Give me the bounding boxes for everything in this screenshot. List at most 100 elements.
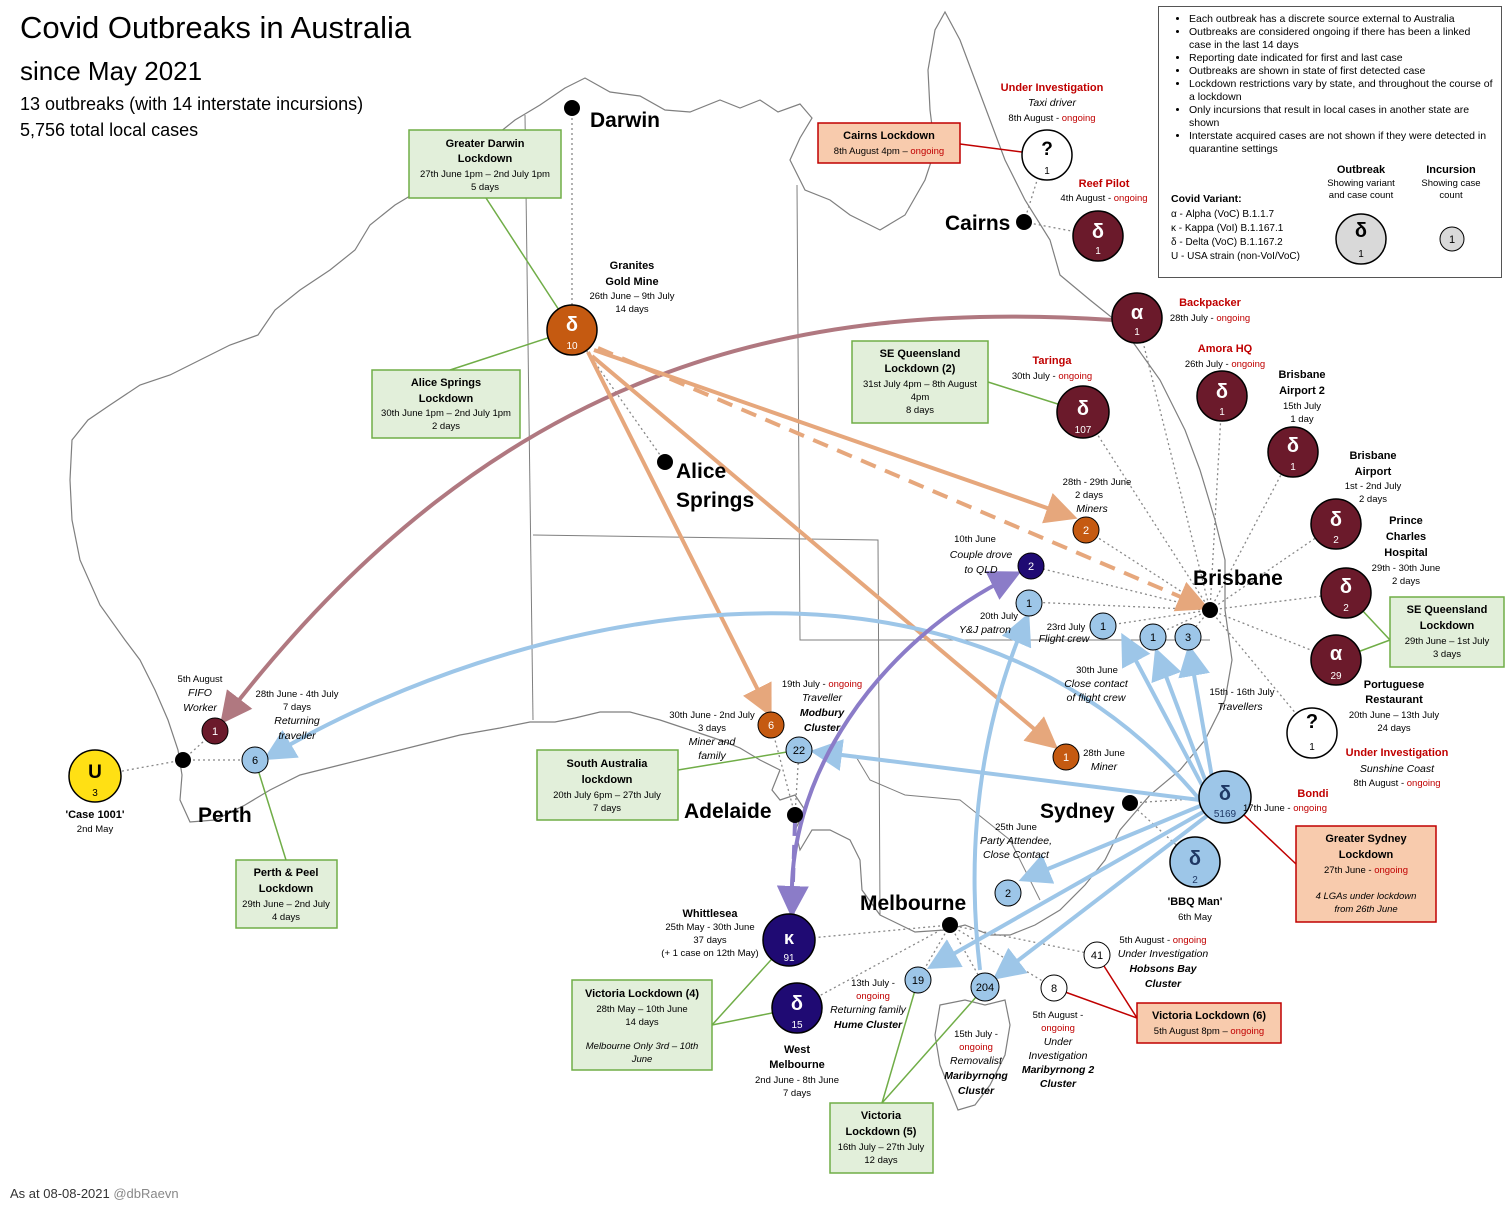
- svg-text:?: ?: [1041, 139, 1053, 160]
- svg-text:15th July -: 15th July -: [954, 1029, 998, 1040]
- svg-text:1: 1: [1290, 462, 1296, 473]
- arrow-nt-brisbane: [597, 346, 1210, 612]
- svg-text:20th July 6pm – 27th July: 20th July 6pm – 27th July: [553, 790, 661, 801]
- outbreak-whittlesea: κ 91: [762, 913, 816, 967]
- variant-alpha: α - Alpha (VoC) B.1.1.7: [1171, 209, 1275, 220]
- lockdown-cairns: Cairns Lockdown 8th August 4pm – ongoing: [817, 122, 961, 164]
- svg-text:Brisbane: Brisbane: [1349, 450, 1396, 462]
- svg-text:Lockdown (5): Lockdown (5): [846, 1126, 917, 1138]
- svg-text:Cairns Lockdown: Cairns Lockdown: [843, 130, 935, 142]
- note-item: Outbreaks are considered ongoing if ther…: [1189, 26, 1495, 52]
- svg-text:107: 107: [1075, 425, 1092, 436]
- svg-text:5th August 8pm – ongoing: 5th August 8pm – ongoing: [1154, 1026, 1264, 1037]
- svg-text:30th June - 2nd July: 30th June - 2nd July: [669, 710, 755, 721]
- incursion-miner: 1: [1052, 743, 1080, 771]
- svg-text:20th June – 13th July: 20th June – 13th July: [1349, 710, 1440, 721]
- svg-text:29th June – 2nd July: 29th June – 2nd July: [242, 899, 330, 910]
- svg-text:28th May – 10th June: 28th May – 10th June: [596, 1004, 687, 1015]
- svg-text:5th August - ongoing: 5th August - ongoing: [1119, 935, 1206, 946]
- svg-text:traveller: traveller: [278, 730, 316, 742]
- lockdown-south-australia: South Australia lockdown 20th July 6pm –…: [536, 749, 679, 821]
- svg-text:SE Queensland: SE Queensland: [880, 348, 961, 360]
- info-legend-box: Each outbreak has a discrete source exte…: [1158, 6, 1502, 278]
- lockdown-greater-sydney: Greater Sydney Lockdown 27th June - ongo…: [1295, 825, 1437, 923]
- svg-text:4th August - ongoing: 4th August - ongoing: [1060, 193, 1147, 204]
- svg-text:Whittlesea: Whittlesea: [682, 908, 738, 920]
- svg-text:U: U: [88, 762, 102, 783]
- svg-text:δ: δ: [1189, 848, 1201, 870]
- svg-text:19: 19: [912, 975, 924, 987]
- svg-text:κ: κ: [784, 928, 795, 948]
- svg-text:2 days: 2 days: [1392, 576, 1420, 587]
- svg-text:5 days: 5 days: [471, 182, 499, 193]
- svg-text:Melbourne Only 3rd – 10th: Melbourne Only 3rd – 10th: [586, 1041, 698, 1052]
- lockdown-perth-peel: Perth & Peel Lockdown 29th June – 2nd Ju…: [235, 859, 338, 929]
- outbreak-granites: δ 10: [546, 304, 598, 356]
- notes-list: Each outbreak has a discrete source exte…: [1173, 13, 1495, 156]
- variant-delta: δ - Delta (VoC) B.1.167.2: [1171, 237, 1283, 248]
- svg-text:Taxi driver: Taxi driver: [1028, 97, 1077, 109]
- svg-text:29: 29: [1330, 671, 1342, 682]
- svg-text:Portuguese: Portuguese: [1364, 679, 1425, 691]
- svg-text:2nd June - 8th June: 2nd June - 8th June: [755, 1075, 839, 1086]
- svg-text:27th June - ongoing: 27th June - ongoing: [1324, 865, 1408, 876]
- svg-text:Bondi: Bondi: [1297, 788, 1328, 800]
- svg-text:α: α: [1131, 302, 1144, 324]
- svg-text:3 days: 3 days: [698, 723, 726, 734]
- svg-text:7 days: 7 days: [593, 803, 621, 814]
- svg-text:25th June: 25th June: [995, 822, 1037, 833]
- lockdown-greater-darwin: Greater Darwin Lockdown 27th June 1pm – …: [408, 129, 562, 199]
- svg-text:Cluster: Cluster: [1040, 1078, 1077, 1090]
- incursion-arrows: [220, 314, 1215, 980]
- incursion-yj: 1: [1015, 589, 1043, 617]
- svg-text:Traveller: Traveller: [802, 692, 843, 704]
- city-cairns: Cairns: [945, 212, 1010, 235]
- svg-text:'Case 1001': 'Case 1001': [65, 809, 124, 821]
- svg-text:δ: δ: [1219, 783, 1231, 805]
- svg-text:Perth & Peel: Perth & Peel: [254, 867, 319, 879]
- svg-text:Victoria Lockdown (6): Victoria Lockdown (6): [1152, 1010, 1266, 1022]
- svg-text:26th July - ongoing: 26th July - ongoing: [1185, 359, 1265, 370]
- svg-text:1: 1: [1449, 234, 1455, 246]
- svg-text:22: 22: [793, 745, 805, 757]
- outbreak-circles: δ 10 δ 5169 κ 91 δ 15 U 3 δ 2: [68, 129, 1372, 1034]
- svg-text:37 days: 37 days: [693, 935, 727, 946]
- svg-text:Sunshine Coast: Sunshine Coast: [1360, 763, 1435, 775]
- arrow-nsw-adelaide: [810, 739, 1201, 802]
- lockdown-boxes: Greater Darwin Lockdown 27th June 1pm – …: [235, 122, 1505, 1174]
- incursion-couple: 2: [1017, 552, 1045, 580]
- svg-text:Airport: Airport: [1355, 466, 1392, 478]
- svg-text:Amora HQ: Amora HQ: [1198, 343, 1253, 355]
- svg-text:4 LGAs under lockdown: 4 LGAs under lockdown: [1316, 891, 1417, 902]
- city-labels: Darwin Cairns Alice Springs Brisbane Per…: [198, 109, 1283, 915]
- svg-text:Restaurant: Restaurant: [1365, 694, 1423, 706]
- svg-text:Under: Under: [1044, 1036, 1073, 1048]
- svg-text:Close Contact: Close Contact: [983, 849, 1050, 861]
- svg-text:1: 1: [1309, 742, 1315, 753]
- svg-text:2 days: 2 days: [1075, 490, 1103, 501]
- incursion-travellers: 3: [1174, 623, 1202, 651]
- total-cases: 5,756 total local cases: [20, 120, 199, 140]
- note-item: Lockdown restrictions vary by state, and…: [1189, 78, 1495, 104]
- svg-text:Miners: Miners: [1076, 503, 1108, 515]
- outbreak-west-melbourne: δ 15: [771, 982, 823, 1034]
- variant-title: Covid Variant:: [1171, 193, 1242, 205]
- outbreak-prince-charles: δ 2: [1320, 567, 1372, 619]
- arrow-nsw-travellers: [1178, 644, 1215, 784]
- city-melbourne: Melbourne: [860, 892, 966, 915]
- svg-text:4 days: 4 days: [272, 912, 300, 923]
- svg-text:10: 10: [566, 341, 578, 352]
- outbreak-amora-hq: δ 1: [1196, 370, 1248, 422]
- page-subtitle: since May 2021: [20, 56, 203, 86]
- city-adelaide: Adelaide: [684, 800, 772, 823]
- arrow-nsw-flight: [1121, 632, 1205, 788]
- incursion-maribyrnong: 204: [970, 972, 1000, 1002]
- arrow-nsw-perth: [263, 611, 1202, 802]
- incursion-modbury: 22: [785, 736, 813, 764]
- arrow-vic-qld: [789, 571, 1022, 919]
- svg-text:δ: δ: [1216, 381, 1228, 403]
- outbreak-labels: Granites Gold Mine 26th June – 9th July …: [65, 82, 1448, 1099]
- svg-text:Modbury: Modbury: [800, 707, 845, 719]
- legend-incursion-sub: Showing case count: [1421, 178, 1481, 201]
